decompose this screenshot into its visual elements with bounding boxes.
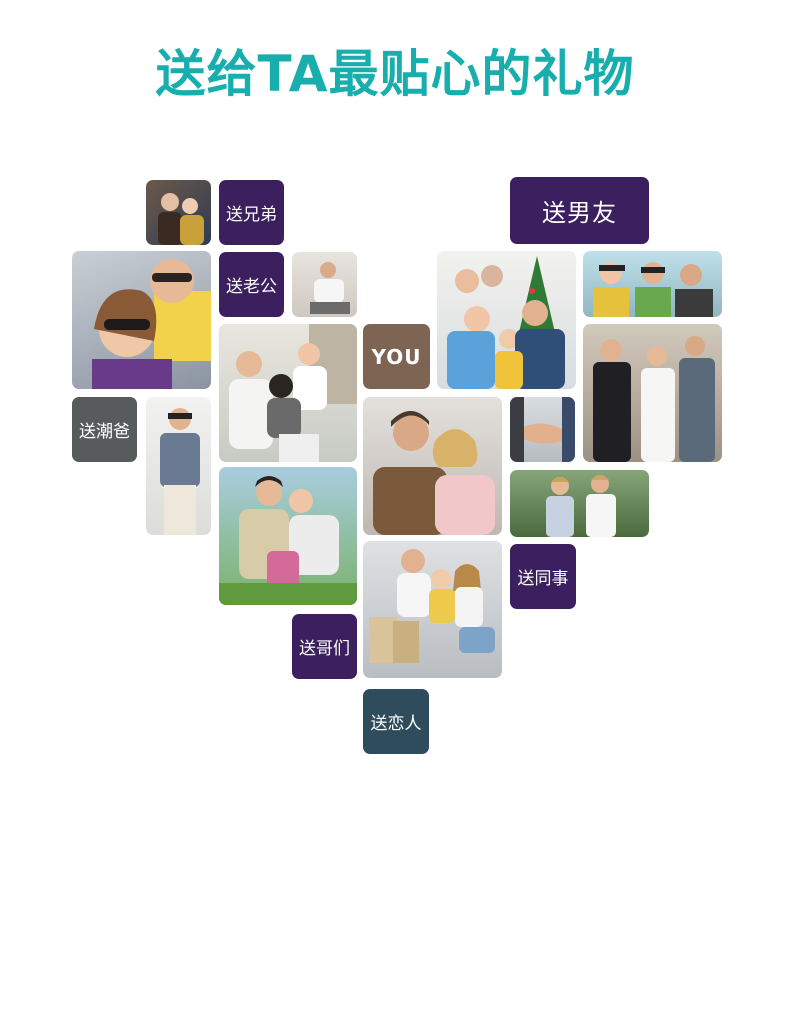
sunglasses-couple-photo-icon	[72, 251, 211, 389]
label-text: 送潮爸	[79, 422, 130, 442]
hands-photo-icon	[510, 397, 575, 462]
label-text: 送同事	[517, 569, 569, 589]
label-tile-you[interactable]: YOU	[363, 324, 430, 389]
page-title: 送给TA最贴心的礼物	[155, 45, 635, 103]
label-text: 送兄弟	[226, 205, 277, 225]
christmas-family-photo-icon	[437, 251, 576, 389]
label-text: 送男友	[542, 199, 617, 227]
label-tile-lover[interactable]: 送恋人	[363, 689, 429, 754]
colleagues-photo-icon	[510, 470, 649, 537]
grandfather-child-photo-icon	[219, 324, 357, 462]
label-tile-husband[interactable]: 送老公	[219, 252, 284, 317]
label-text: 送哥们	[299, 639, 350, 659]
label-tile-boyfriend[interactable]: 送男友	[510, 177, 649, 244]
young-man-photo-icon	[146, 397, 211, 535]
friends-photo-icon	[583, 251, 722, 317]
label-text: 送恋人	[370, 714, 422, 734]
label-text: YOU	[371, 344, 422, 369]
label-tile-colleague[interactable]: 送同事	[510, 544, 576, 609]
label-tile-brother[interactable]: 送兄弟	[219, 180, 284, 245]
man-sitting-photo-icon	[292, 252, 357, 317]
business-men-photo-icon	[583, 324, 722, 462]
label-tile-buddies[interactable]: 送哥们	[292, 614, 357, 679]
label-tile-trendy-dad[interactable]: 送潮爸	[72, 397, 137, 462]
family-outdoor-photo-icon	[219, 467, 357, 605]
label-text: 送老公	[226, 277, 277, 297]
couple-photo-icon	[146, 180, 211, 245]
hugging-couple-photo-icon	[363, 397, 502, 535]
shopping-family-photo-icon	[363, 541, 502, 678]
